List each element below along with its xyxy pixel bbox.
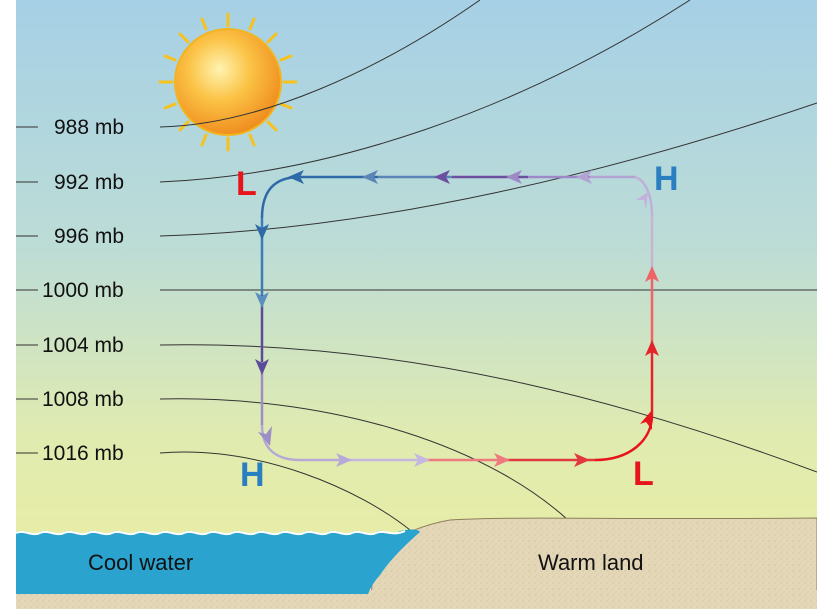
isobar-label-1016: 1016 mb bbox=[42, 442, 124, 465]
high-pressure-lower: H bbox=[240, 456, 265, 494]
low-pressure-upper: L bbox=[236, 165, 257, 203]
isobar-992 bbox=[159, 0, 691, 183]
sun-icon bbox=[158, 12, 298, 152]
isobar-label-996: 996 mb bbox=[54, 225, 124, 248]
arrow-icon bbox=[255, 170, 659, 467]
isobar-996 bbox=[159, 102, 817, 237]
isobar-label-1004: 1004 mb bbox=[42, 334, 124, 357]
isobar-ticks bbox=[16, 126, 38, 454]
isobar-1004 bbox=[159, 344, 817, 473]
isobar-1016 bbox=[159, 451, 411, 531]
isobar-988 bbox=[159, 0, 481, 128]
isobar-label-1008: 1008 mb bbox=[42, 388, 124, 411]
water-label: Cool water bbox=[88, 550, 193, 575]
cool-water bbox=[16, 529, 420, 594]
isobar-label-988: 988 mb bbox=[54, 116, 124, 139]
isobar-1008 bbox=[159, 398, 569, 521]
low-pressure-lower: L bbox=[633, 455, 654, 493]
isobar-label-1000: 1000 mb bbox=[42, 279, 124, 302]
land-label: Warm land bbox=[538, 550, 644, 575]
isobar-lines bbox=[159, 0, 817, 531]
high-pressure-upper: H bbox=[654, 160, 679, 198]
isobar-label-992: 992 mb bbox=[54, 171, 124, 194]
